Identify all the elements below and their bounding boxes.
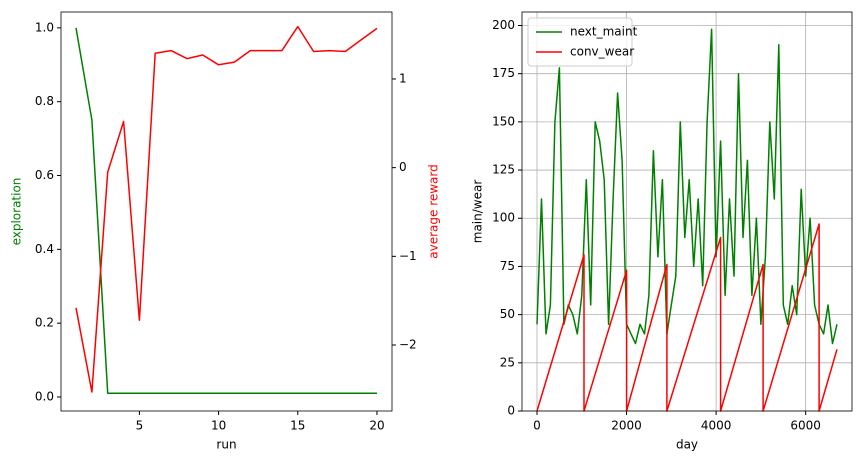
x-tick-label: 10 [211, 419, 226, 433]
y2-tick-label: 1 [399, 71, 407, 85]
axes-frame [521, 11, 853, 412]
axes-frame [60, 11, 393, 412]
x-axis-label: run [216, 438, 236, 452]
y-tick-label: 150 [492, 114, 515, 128]
series-line [536, 28, 838, 345]
series-line [75, 27, 377, 395]
y-tick-label: 0.0 [35, 389, 54, 403]
y-tick-label: 0.4 [35, 242, 54, 256]
x-tick-label: 4000 [701, 419, 732, 433]
y-tick-label: 0 [507, 404, 515, 418]
y-tick-label: 0.6 [35, 168, 54, 182]
x-tick-label: 6000 [790, 419, 821, 433]
y-tick-label: 175 [492, 66, 515, 80]
y-tick-label: 200 [492, 18, 515, 32]
x-tick-label: 15 [290, 419, 305, 433]
x-tick-label: 0 [533, 419, 541, 433]
y2-axis-label: average reward [427, 164, 441, 259]
y-tick-label: 1.0 [35, 20, 54, 34]
y-tick-label: 25 [500, 355, 515, 369]
legend-label: conv_wear [570, 45, 634, 59]
x-tick-label: 20 [369, 419, 384, 433]
x-tick-label: 2000 [611, 419, 642, 433]
series-line [75, 25, 378, 393]
series-line [536, 223, 838, 412]
legend-box [527, 17, 633, 67]
y2-tick-label: −2 [399, 338, 417, 352]
y2-tick-label: −1 [399, 249, 417, 263]
y-tick-label: 50 [500, 307, 515, 321]
y-tick-label: 100 [492, 211, 515, 225]
y-tick-label: 125 [492, 163, 515, 177]
x-axis-label: day [676, 438, 698, 452]
legend-label: next_maint [570, 25, 638, 39]
y-tick-label: 75 [500, 259, 515, 273]
x-tick-label: 5 [136, 419, 144, 433]
y-axis-label: exploration [10, 178, 24, 246]
y-axis-label: main/wear [471, 180, 485, 244]
y-tick-label: 0.2 [35, 316, 54, 330]
y2-tick-label: 0 [399, 160, 407, 174]
y-tick-label: 0.8 [35, 94, 54, 108]
